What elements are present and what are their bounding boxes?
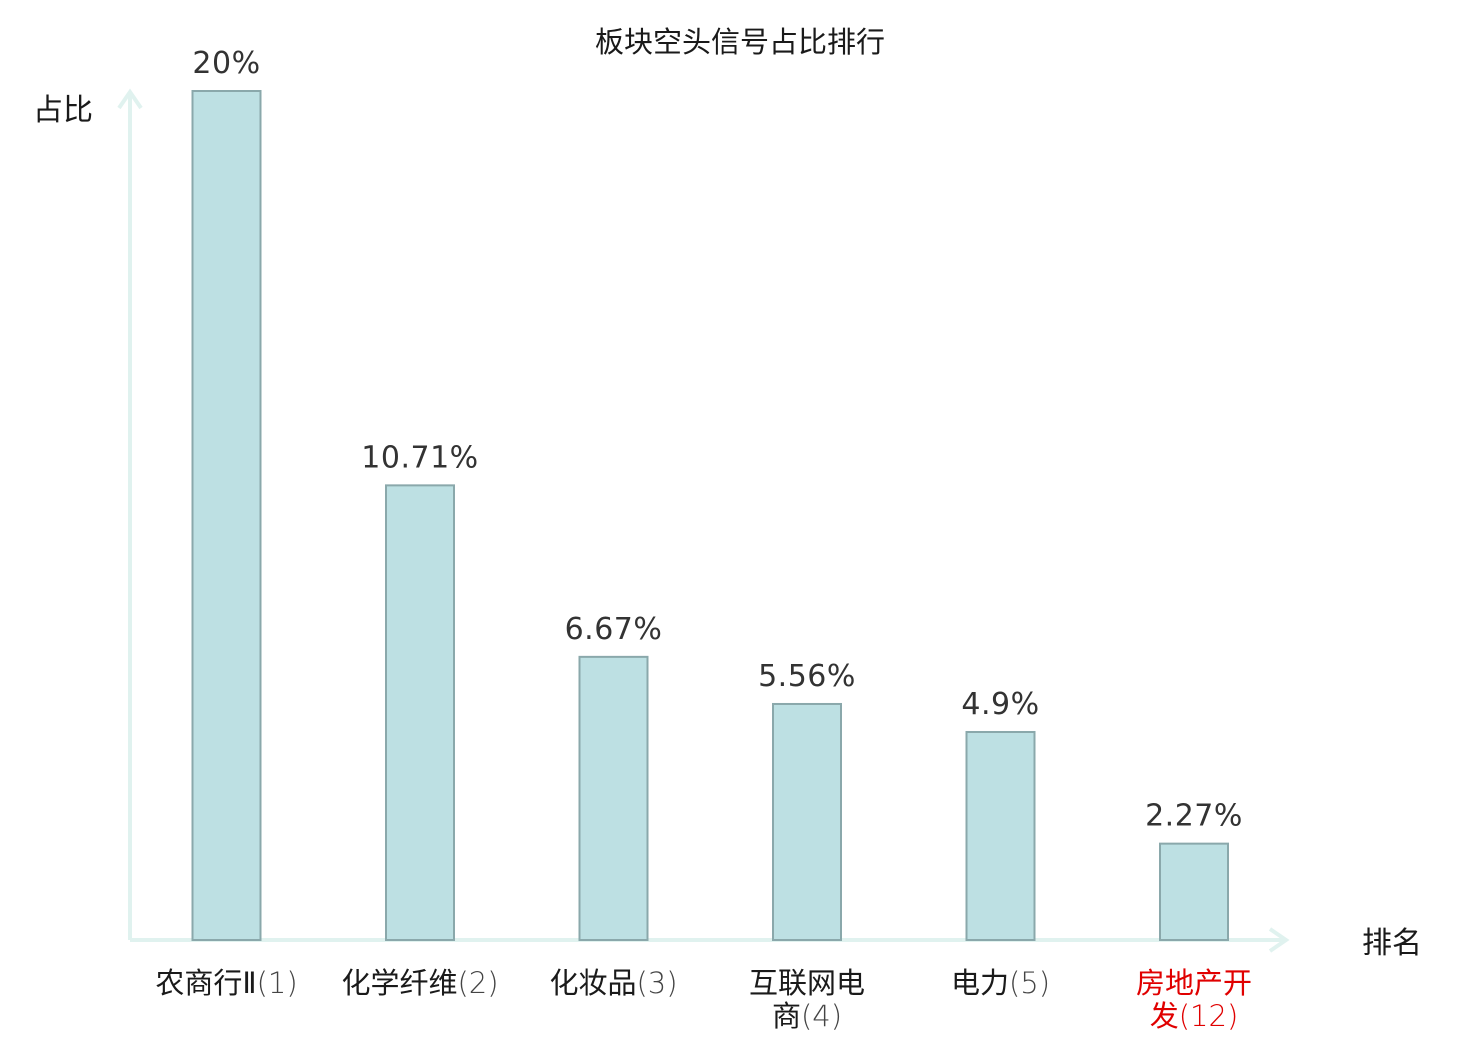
y-axis [117, 88, 143, 940]
data-label: 6.67% [565, 612, 663, 647]
bars [191, 90, 1229, 942]
y-axis-label: 占比 [33, 93, 93, 128]
category-labels: 农商行Ⅱ(1) 化学纤维(2) 化妆品(3) 互联网电商(4) 电力(5) 房地产开发(1… [155, 966, 1252, 1033]
x-tick-label: 互联网电商(4) [749, 966, 865, 1033]
data-label: 4.9% [961, 687, 1039, 722]
data-label: 2.27% [1145, 799, 1243, 834]
bar [965, 730, 1036, 941]
x-axis [130, 927, 1290, 953]
bar [578, 655, 649, 942]
x-tick-label: 电力(5) [951, 966, 1050, 1000]
bar [1159, 842, 1229, 941]
x-axis-label: 排名 [1362, 926, 1422, 961]
bar [772, 702, 842, 942]
value-labels: 20% 10.71% 6.67% 5.56% 4.9% 2.27% [192, 46, 1243, 834]
data-label: 10.71% [361, 440, 478, 475]
bar [191, 90, 262, 941]
x-tick-label: 化学纤维(2) [341, 966, 498, 1000]
x-tick-label: 农商行Ⅱ(1) [155, 966, 297, 1000]
data-label: 5.56% [758, 659, 856, 694]
bar [385, 484, 455, 941]
x-tick-label: 化妆品(3) [549, 966, 677, 1000]
chart-title: 板块空头信号占比排行 [595, 25, 885, 59]
data-label: 20% [192, 46, 260, 81]
x-tick-label: 房地产开发(12) [1136, 966, 1252, 1033]
